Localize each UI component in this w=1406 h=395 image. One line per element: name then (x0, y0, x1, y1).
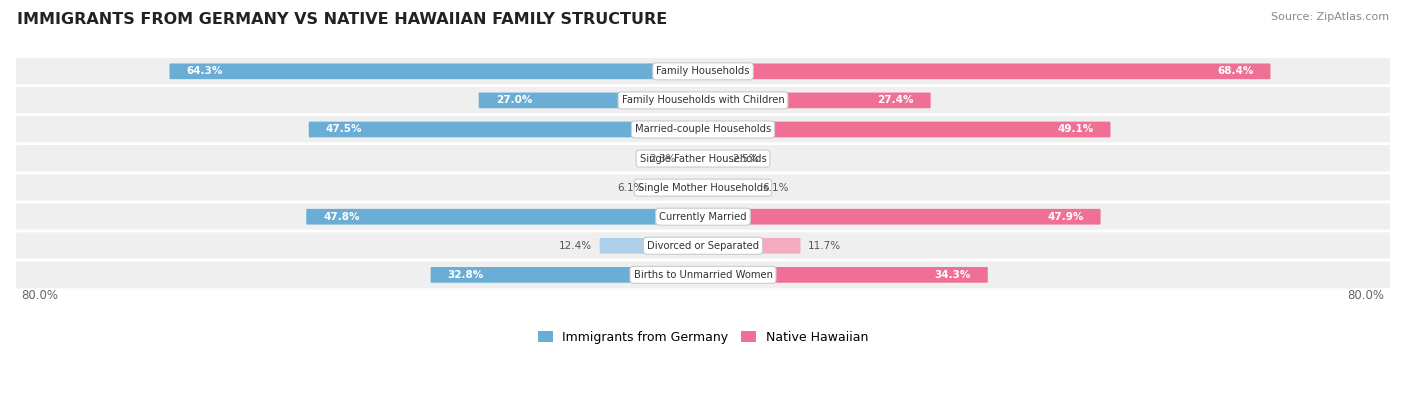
Text: 27.4%: 27.4% (877, 96, 914, 105)
Text: Divorced or Separated: Divorced or Separated (647, 241, 759, 251)
FancyBboxPatch shape (14, 231, 1392, 261)
FancyBboxPatch shape (14, 86, 1392, 115)
FancyBboxPatch shape (703, 209, 1101, 225)
FancyBboxPatch shape (703, 122, 1111, 137)
Text: 49.1%: 49.1% (1057, 124, 1094, 134)
Text: 11.7%: 11.7% (808, 241, 841, 251)
FancyBboxPatch shape (14, 56, 1392, 86)
Text: 80.0%: 80.0% (21, 289, 59, 302)
FancyBboxPatch shape (14, 173, 1392, 203)
Text: Source: ZipAtlas.com: Source: ZipAtlas.com (1271, 12, 1389, 22)
FancyBboxPatch shape (652, 180, 703, 196)
Text: 64.3%: 64.3% (187, 66, 224, 76)
FancyBboxPatch shape (307, 209, 703, 225)
Text: IMMIGRANTS FROM GERMANY VS NATIVE HAWAIIAN FAMILY STRUCTURE: IMMIGRANTS FROM GERMANY VS NATIVE HAWAII… (17, 12, 666, 27)
Text: 12.4%: 12.4% (558, 241, 592, 251)
FancyBboxPatch shape (14, 115, 1392, 144)
Text: Births to Unmarried Women: Births to Unmarried Women (634, 270, 772, 280)
FancyBboxPatch shape (600, 238, 703, 254)
FancyBboxPatch shape (14, 202, 1392, 231)
FancyBboxPatch shape (683, 151, 703, 166)
FancyBboxPatch shape (703, 180, 754, 196)
Text: 68.4%: 68.4% (1218, 66, 1253, 76)
Text: Family Households with Children: Family Households with Children (621, 96, 785, 105)
Text: 47.8%: 47.8% (323, 212, 360, 222)
Text: Single Father Households: Single Father Households (640, 154, 766, 164)
Text: Family Households: Family Households (657, 66, 749, 76)
FancyBboxPatch shape (309, 122, 703, 137)
Text: 80.0%: 80.0% (1347, 289, 1385, 302)
Text: Currently Married: Currently Married (659, 212, 747, 222)
Text: 6.1%: 6.1% (762, 182, 789, 193)
Text: 34.3%: 34.3% (935, 270, 970, 280)
FancyBboxPatch shape (478, 92, 703, 108)
FancyBboxPatch shape (14, 144, 1392, 173)
FancyBboxPatch shape (430, 267, 703, 283)
Legend: Immigrants from Germany, Native Hawaiian: Immigrants from Germany, Native Hawaiian (533, 326, 873, 349)
Text: 27.0%: 27.0% (496, 96, 531, 105)
Text: 2.5%: 2.5% (733, 154, 758, 164)
Text: 32.8%: 32.8% (447, 270, 484, 280)
Text: 6.1%: 6.1% (617, 182, 644, 193)
FancyBboxPatch shape (170, 64, 703, 79)
FancyBboxPatch shape (703, 151, 724, 166)
FancyBboxPatch shape (703, 64, 1271, 79)
Text: Single Mother Households: Single Mother Households (638, 182, 768, 193)
Text: 47.5%: 47.5% (326, 124, 363, 134)
FancyBboxPatch shape (703, 267, 988, 283)
Text: 2.3%: 2.3% (650, 154, 676, 164)
FancyBboxPatch shape (14, 260, 1392, 290)
FancyBboxPatch shape (703, 92, 931, 108)
Text: Married-couple Households: Married-couple Households (636, 124, 770, 134)
FancyBboxPatch shape (703, 238, 800, 254)
Text: 47.9%: 47.9% (1047, 212, 1084, 222)
